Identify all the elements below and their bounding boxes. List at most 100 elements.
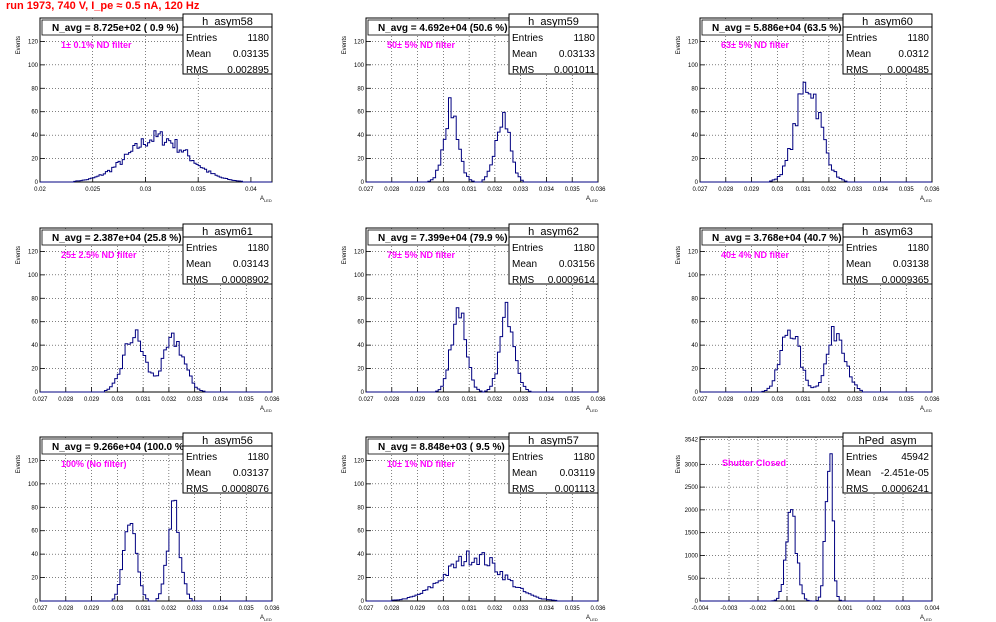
stats-box-title: h_asym60: [862, 16, 913, 28]
histogram-line: [40, 499, 272, 602]
stats-value: 0.0008076: [222, 484, 270, 495]
x-tick-label: 0.029: [744, 187, 760, 193]
y-axis-label: Events: [676, 246, 682, 264]
x-tick-label: 0.028: [718, 397, 734, 403]
stats-box-title: hPed_asym: [858, 435, 916, 447]
x-axis-label: ALED: [920, 196, 932, 203]
x-axis-label: ALED: [260, 615, 272, 622]
y-tick-label: 100: [354, 63, 365, 69]
histogram-panel-h_asym58: 0.02 0.025 0.03 0.035 0.04 0 20 40 60 80 100 120 Eve…: [16, 13, 273, 203]
y-tick-label: 80: [691, 296, 698, 302]
histogram-panel-h_asym56: 0.027 0.028 0.029 0.03 0.031 0.032 0.033 0.034 0…: [16, 432, 280, 622]
y-tick-label: 60: [31, 320, 38, 326]
x-tick-label: 0.028: [58, 397, 74, 403]
x-tick-label: 0.031: [462, 606, 478, 612]
x-tick-label: 0.028: [384, 187, 400, 193]
histogram-line: [40, 329, 272, 393]
stats-value: 0.03143: [233, 259, 270, 270]
stats-label: RMS: [512, 484, 535, 495]
plot-frame: [699, 227, 933, 393]
x-tick-label: 0.028: [384, 606, 400, 612]
y-tick-label: 120: [354, 39, 365, 45]
stats-box-title: h_asym58: [202, 16, 253, 28]
filter-note: 1± 0.1% ND filter: [61, 40, 132, 50]
stats-label: Entries: [186, 452, 217, 463]
stats-box-title: h_asym63: [862, 226, 913, 238]
y-tick-label: 2000: [685, 508, 699, 514]
x-tick-label: -0.004: [691, 606, 709, 612]
x-tick-label: 0.031: [462, 187, 478, 193]
y-axis-label: Events: [342, 455, 348, 473]
y-tick-label: 3000: [685, 462, 699, 468]
histogram-line: [700, 326, 932, 393]
stats-box: hPed_asym Entries 45942 Mean -2.451e-05 RMS 0.…: [842, 432, 933, 495]
y-tick-label: 0: [361, 390, 365, 396]
x-tick-label: 0.032: [161, 606, 177, 612]
y-axis-label: Events: [16, 455, 22, 473]
x-tick-label: 0.02: [34, 187, 46, 193]
x-tick-label: 0.034: [213, 397, 229, 403]
stats-value: 0.001011: [554, 65, 595, 76]
y-tick-label: 40: [357, 343, 364, 349]
stats-value: 0.001113: [555, 484, 596, 495]
x-tick-label: 0.027: [358, 397, 374, 403]
x-tick-label: 0: [814, 606, 818, 612]
x-axis-label: ALED: [586, 406, 598, 413]
y-tick-label: 80: [31, 296, 38, 302]
y-tick-label: 40: [357, 133, 364, 139]
x-tick-label: 0.033: [847, 187, 863, 193]
stats-value: 1180: [247, 243, 269, 254]
histogram-line: [366, 550, 598, 602]
stats-label: Entries: [846, 452, 877, 463]
x-tick-label: -0.002: [749, 606, 767, 612]
x-tick-label: 0.034: [539, 397, 555, 403]
y-axis-label: Events: [342, 246, 348, 264]
y-tick-label: 80: [691, 86, 698, 92]
y-axis-label: Events: [16, 246, 22, 264]
y-tick-label: 0: [361, 599, 365, 605]
x-tick-label: 0.033: [847, 397, 863, 403]
stats-label: Entries: [186, 243, 217, 254]
y-tick-label: 20: [357, 157, 364, 163]
y-tick-label: 80: [357, 86, 364, 92]
x-tick-label: 0.032: [487, 606, 503, 612]
stats-box-frame: [842, 432, 933, 494]
x-tick-label: 0.036: [590, 187, 606, 193]
histogram-panel-h_asym63: 0.027 0.028 0.029 0.03 0.031 0.032 0.033 0.034 0…: [676, 223, 940, 413]
x-axis-label: ALED: [920, 615, 932, 622]
stats-label: Entries: [846, 243, 877, 254]
stats-label: Mean: [846, 468, 871, 479]
filter-note: 79± 5% ND filter: [387, 250, 455, 260]
y-tick-label: 20: [31, 367, 38, 373]
x-tick-label: 0.036: [264, 397, 280, 403]
stats-box: h_asym61 Entries 1180 Mean 0.03143 RMS 0.00089…: [182, 223, 273, 286]
stats-label: RMS: [846, 275, 869, 286]
x-tick-label: 0.035: [239, 606, 255, 612]
x-tick-label: 0.035: [239, 397, 255, 403]
stats-box: h_asym60 Entries 1180 Mean 0.0312 RMS 0.000485: [842, 13, 933, 76]
stats-label: RMS: [186, 275, 209, 286]
stats-value: -2.451e-05: [881, 468, 930, 479]
x-tick-label: 0.034: [539, 187, 555, 193]
y-tick-label: 100: [28, 273, 39, 279]
x-tick-label: 0.029: [84, 606, 100, 612]
x-tick-label: 0.031: [796, 397, 812, 403]
filter-note: 10± 1% ND filter: [387, 459, 455, 469]
stats-label: RMS: [186, 65, 209, 76]
stats-box-title: h_asym61: [202, 226, 253, 238]
stats-label: RMS: [846, 65, 869, 76]
y-tick-label: 0: [35, 180, 39, 186]
x-tick-label: 0.032: [821, 187, 837, 193]
x-tick-label: 0.03: [437, 187, 449, 193]
stats-value: 0.03135: [233, 49, 270, 60]
y-axis-label: Events: [16, 36, 22, 54]
x-tick-label: 0.033: [513, 187, 529, 193]
y-tick-label: 40: [31, 133, 38, 139]
y-tick-label: 80: [31, 86, 38, 92]
y-tick-label: 40: [691, 133, 698, 139]
y-tick-label: 20: [357, 576, 364, 582]
header-text: N_avg = 4.692e+04 (50.6 %): [378, 23, 508, 34]
stats-label: Entries: [512, 243, 543, 254]
x-tick-label: 0.035: [565, 606, 581, 612]
